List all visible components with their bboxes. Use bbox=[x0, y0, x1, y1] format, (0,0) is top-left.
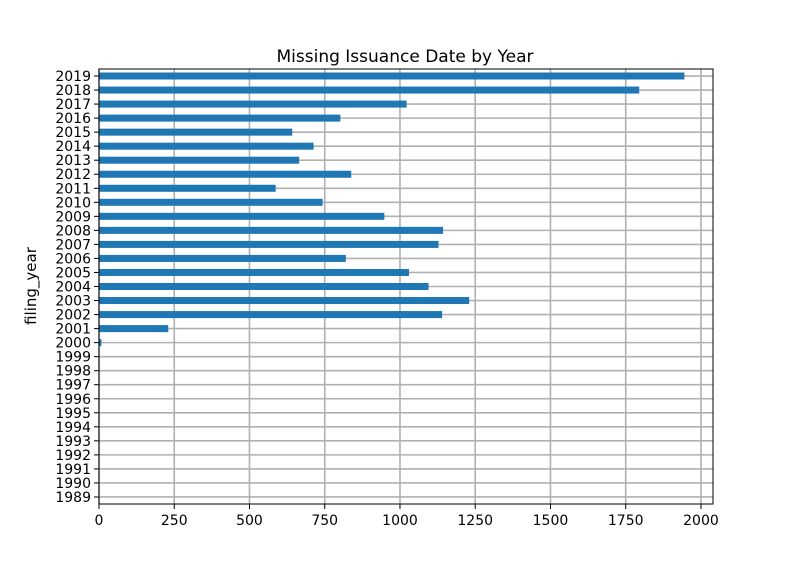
bar-2018 bbox=[99, 86, 640, 94]
bar-2011 bbox=[99, 184, 276, 192]
y-tick-label-2002: 2002 bbox=[55, 308, 91, 324]
bar-2000 bbox=[99, 339, 102, 347]
y-tick-label-1991: 1991 bbox=[55, 462, 91, 478]
bar-2008 bbox=[99, 226, 444, 234]
y-tick-label-1997: 1997 bbox=[55, 378, 91, 394]
y-tick-label-2006: 2006 bbox=[55, 251, 91, 267]
y-tick-label-1992: 1992 bbox=[55, 448, 91, 464]
bar-2015 bbox=[99, 128, 293, 136]
y-tick-label-1994: 1994 bbox=[55, 420, 91, 436]
x-tick-label-2000: 2000 bbox=[683, 513, 719, 529]
x-tick-label-1000: 1000 bbox=[382, 513, 418, 529]
y-tick-label-2012: 2012 bbox=[55, 167, 91, 183]
y-tick-label-2017: 2017 bbox=[55, 97, 91, 113]
bar-2019 bbox=[99, 72, 685, 80]
y-tick-label-2008: 2008 bbox=[55, 223, 91, 239]
y-tick-label-1996: 1996 bbox=[55, 392, 91, 408]
y-tick-label-2004: 2004 bbox=[55, 280, 91, 296]
y-tick-label-2009: 2009 bbox=[55, 209, 91, 225]
bars bbox=[99, 72, 685, 347]
x-tick-label-1500: 1500 bbox=[533, 513, 569, 529]
bar-2005 bbox=[99, 268, 410, 276]
bar-2013 bbox=[99, 156, 300, 164]
y-tick-label-2014: 2014 bbox=[55, 139, 91, 155]
x-axis-ticks: 0 250 500 750 1000 1250 1500 1750 2000 bbox=[95, 504, 719, 529]
bar-2004 bbox=[99, 282, 429, 291]
y-tick-label-2000: 2000 bbox=[55, 336, 91, 352]
chart-title: Missing Issuance Date by Year bbox=[277, 47, 534, 67]
bar-2007 bbox=[99, 240, 439, 248]
bar-2017 bbox=[99, 100, 407, 108]
y-tick-label-1999: 1999 bbox=[55, 350, 91, 366]
bar-2006 bbox=[99, 254, 346, 262]
y-tick-label-1990: 1990 bbox=[55, 476, 91, 492]
x-tick-label-0: 0 bbox=[95, 513, 104, 529]
y-tick-label-2010: 2010 bbox=[55, 195, 91, 211]
y-tick-label-1993: 1993 bbox=[55, 434, 91, 450]
y-axis-ticks: 1989199019911992199319941995199619971998… bbox=[55, 69, 99, 506]
bar-2012 bbox=[99, 170, 352, 178]
bar-2014 bbox=[99, 142, 314, 150]
y-tick-label-2011: 2011 bbox=[55, 181, 91, 197]
x-tick-label-750: 750 bbox=[311, 513, 338, 529]
x-tick-label-500: 500 bbox=[236, 513, 263, 529]
bar-2001 bbox=[99, 325, 169, 333]
y-tick-label-2007: 2007 bbox=[55, 237, 91, 253]
y-tick-label-2001: 2001 bbox=[55, 322, 91, 338]
y-tick-label-2018: 2018 bbox=[55, 83, 91, 99]
x-tick-label-250: 250 bbox=[161, 513, 188, 529]
y-tick-label-1989: 1989 bbox=[55, 490, 91, 506]
y-tick-label-2019: 2019 bbox=[55, 69, 91, 85]
x-tick-label-1250: 1250 bbox=[457, 513, 493, 529]
y-tick-label-2013: 2013 bbox=[55, 153, 91, 169]
y-tick-label-1998: 1998 bbox=[55, 364, 91, 380]
y-tick-label-2015: 2015 bbox=[55, 125, 91, 141]
bar-2003 bbox=[99, 297, 470, 305]
x-tick-label-1750: 1750 bbox=[608, 513, 644, 529]
bar-2002 bbox=[99, 311, 443, 319]
y-axis-label: filing_year bbox=[22, 246, 41, 325]
bar-2010 bbox=[99, 198, 323, 206]
y-tick-label-2016: 2016 bbox=[55, 111, 91, 127]
y-tick-label-1995: 1995 bbox=[55, 406, 91, 422]
bar-2016 bbox=[99, 114, 341, 122]
bar-2009 bbox=[99, 212, 385, 220]
y-tick-label-2005: 2005 bbox=[55, 265, 91, 281]
y-tick-label-2003: 2003 bbox=[55, 294, 91, 310]
